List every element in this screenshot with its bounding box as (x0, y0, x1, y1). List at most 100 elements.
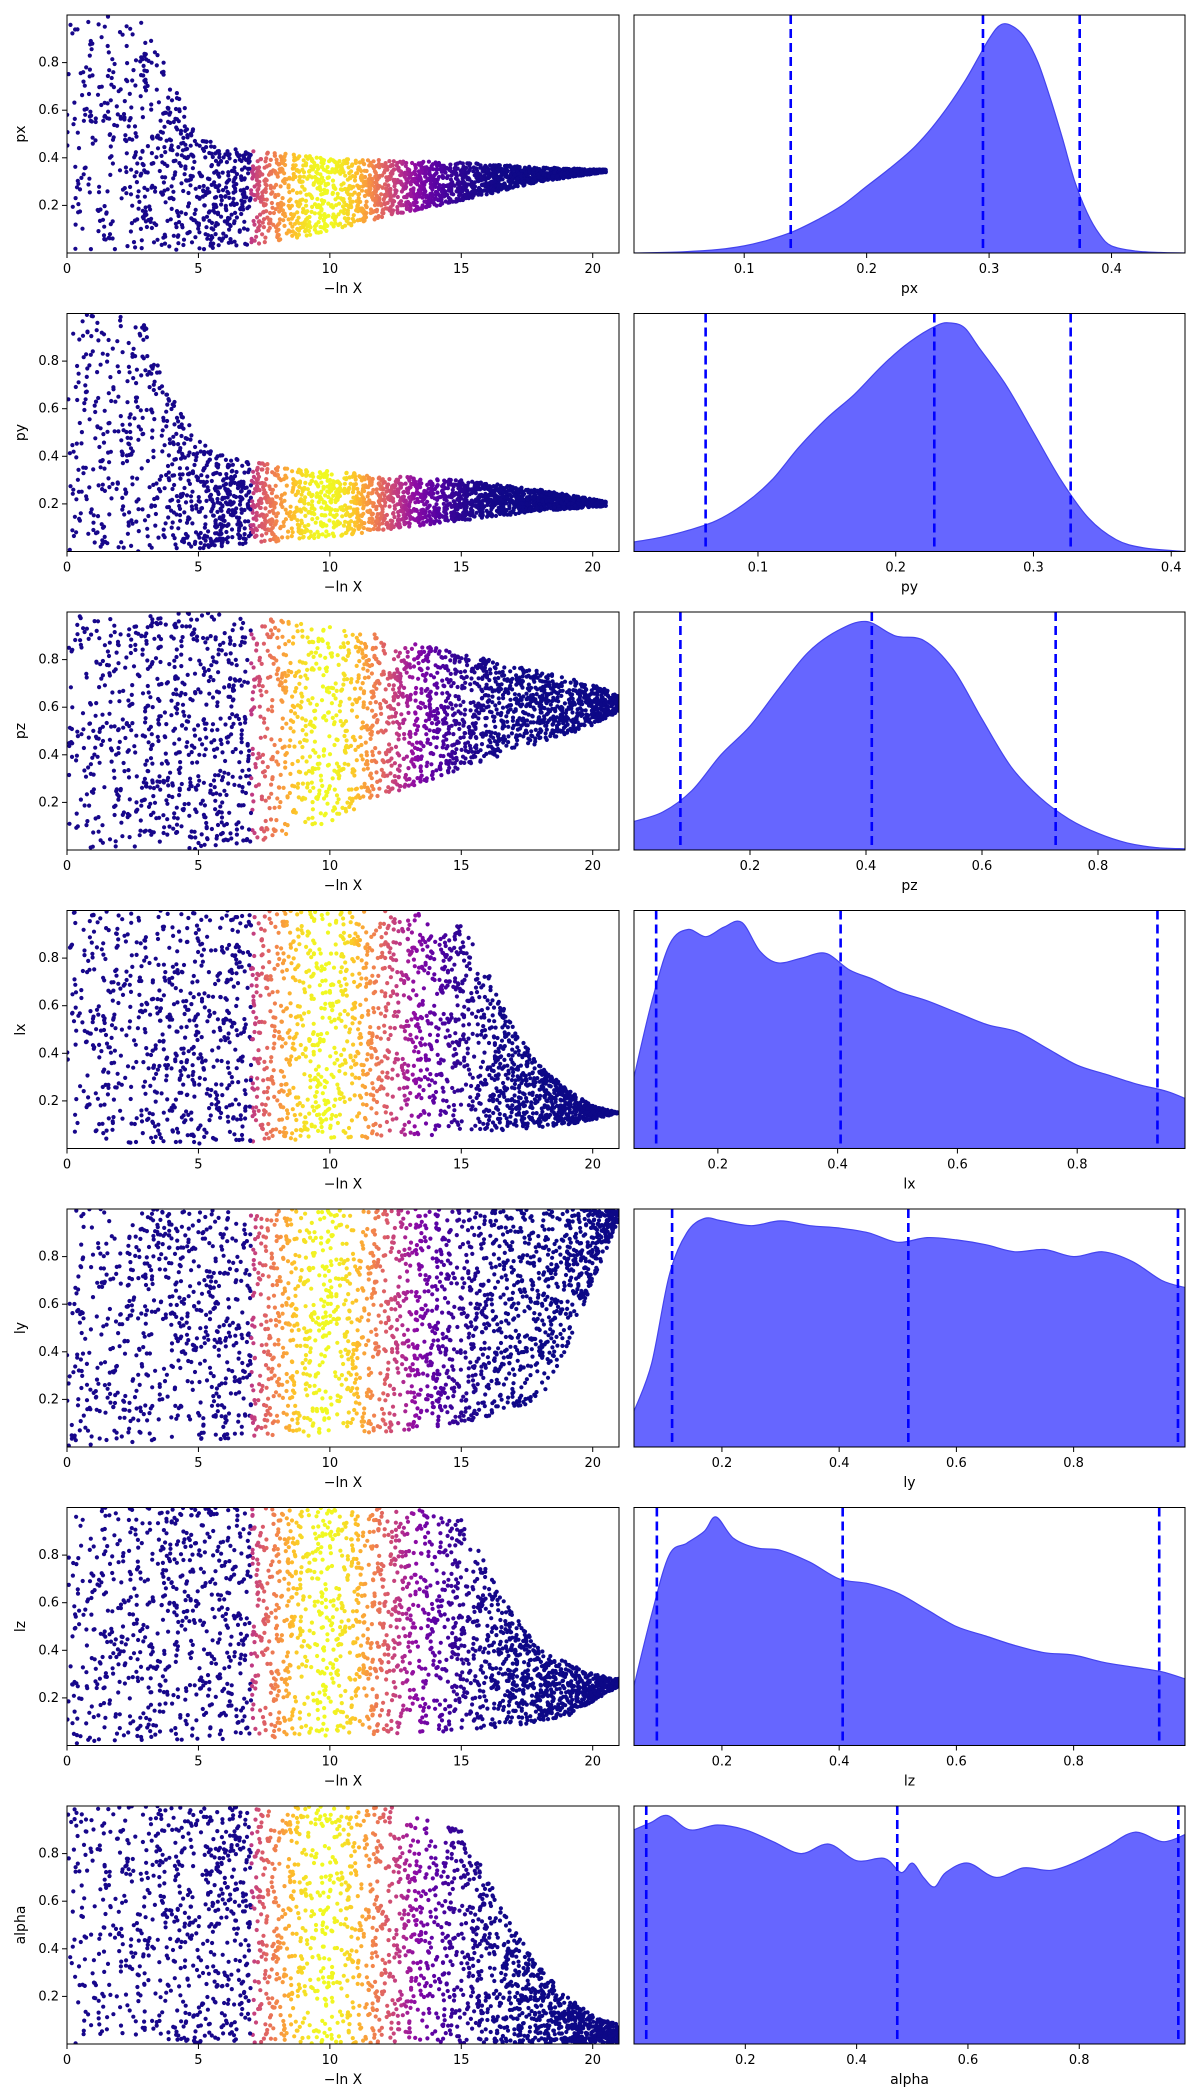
px-trace-point (516, 180, 521, 185)
px-trace-point (102, 24, 107, 29)
py-trace-point (191, 452, 196, 457)
py-trace-point (396, 517, 401, 522)
px-trace-point (460, 197, 465, 202)
px-trace-point (134, 180, 139, 185)
py-trace-point (143, 368, 148, 373)
py-trace-point (91, 527, 96, 533)
py-trace-point (321, 500, 326, 505)
px-posterior-xlabel: px (901, 281, 918, 297)
py-trace-point (309, 494, 314, 499)
py-trace-point (296, 508, 301, 513)
py-trace-point (89, 507, 94, 512)
px-trace-point (76, 146, 82, 151)
py-trace-point (275, 472, 280, 478)
px-trace-point (223, 203, 228, 208)
py-trace-point (105, 541, 110, 546)
px-trace-point (138, 226, 143, 231)
px-trace-point (193, 186, 198, 191)
py-trace-point (469, 499, 474, 504)
px-trace-point (204, 145, 209, 150)
px-trace-point (178, 131, 183, 136)
px-trace-point (88, 247, 93, 252)
px-trace-point (260, 232, 265, 237)
px-trace-point (376, 214, 381, 219)
px-trace-point (443, 189, 448, 194)
py-trace-point (67, 451, 72, 456)
px-trace-point (455, 161, 460, 166)
px-trace-point (286, 217, 291, 222)
py-trace-point (352, 500, 357, 505)
py-trace-point (142, 518, 148, 523)
py-trace-point (168, 498, 173, 503)
px-trace-point (156, 100, 161, 105)
py-trace-point (174, 494, 179, 499)
px-trace-point (306, 174, 311, 179)
px-trace-point (275, 228, 280, 233)
py-trace-point (515, 489, 520, 494)
py-trace-point (228, 499, 233, 504)
px-trace-point (344, 203, 350, 208)
py-trace-point (153, 511, 158, 517)
px-trace-point (212, 170, 217, 175)
py-trace-point (206, 529, 211, 534)
px-trace-point (168, 217, 173, 222)
py-trace-point (154, 481, 159, 486)
px-trace-point (501, 167, 506, 172)
px-trace-point (101, 233, 107, 238)
px-trace-point (342, 186, 348, 192)
px-trace-point (171, 233, 176, 238)
py-trace-point (88, 510, 93, 515)
py-trace-point (370, 520, 375, 525)
px-trace-point (476, 192, 481, 197)
px-trace-point (93, 116, 98, 121)
px-trace-point (240, 192, 245, 197)
py-trace-point (185, 472, 191, 477)
px-trace-point (363, 174, 368, 180)
px-trace-point (307, 214, 312, 220)
py-trace-point (76, 380, 81, 385)
px-trace-point (108, 144, 113, 149)
px-trace-point (515, 176, 520, 181)
px-trace-point (151, 240, 157, 245)
px-trace-point (145, 187, 150, 192)
py-trace-point (324, 523, 329, 528)
px-trace-point (117, 29, 123, 35)
py-trace-point (176, 526, 181, 531)
px-trace-point (105, 73, 110, 79)
py-trace-point (263, 482, 268, 487)
px-trace-point (332, 170, 337, 175)
px-trace-point (383, 168, 388, 173)
px-trace-point (121, 112, 127, 117)
py-trace-point (150, 428, 155, 433)
px-trace-point (76, 202, 81, 207)
py-trace-point (229, 527, 235, 532)
py-trace-point (246, 519, 251, 524)
px-trace-point (110, 236, 115, 241)
py-trace-point (432, 505, 437, 510)
px-trace-point (409, 179, 414, 184)
py-trace-point (78, 511, 83, 516)
px-trace-point (161, 69, 166, 74)
py-trace-point (98, 465, 103, 470)
py-trace-point (406, 520, 411, 525)
px-trace-point (417, 190, 422, 195)
py-trace-point (303, 480, 308, 485)
px-trace-point (150, 134, 155, 139)
px-trace-point (70, 204, 75, 209)
px-trace-point (80, 93, 85, 98)
py-trace-point (198, 540, 203, 546)
px-trace-point (177, 220, 182, 225)
px-trace-point (286, 228, 291, 233)
py-trace-point (76, 467, 81, 472)
px-trace-point (291, 174, 297, 179)
px-trace-point (245, 185, 250, 190)
px-trace-point (72, 116, 77, 121)
px-trace-xtick-label: 20 (584, 262, 601, 277)
px-trace-point (139, 20, 144, 25)
px-trace-point (351, 213, 356, 218)
px-trace-point (150, 183, 155, 188)
px-trace-point (507, 174, 513, 179)
py-trace-point (249, 478, 254, 483)
px-trace-point (478, 165, 483, 170)
py-trace-point (81, 355, 86, 360)
